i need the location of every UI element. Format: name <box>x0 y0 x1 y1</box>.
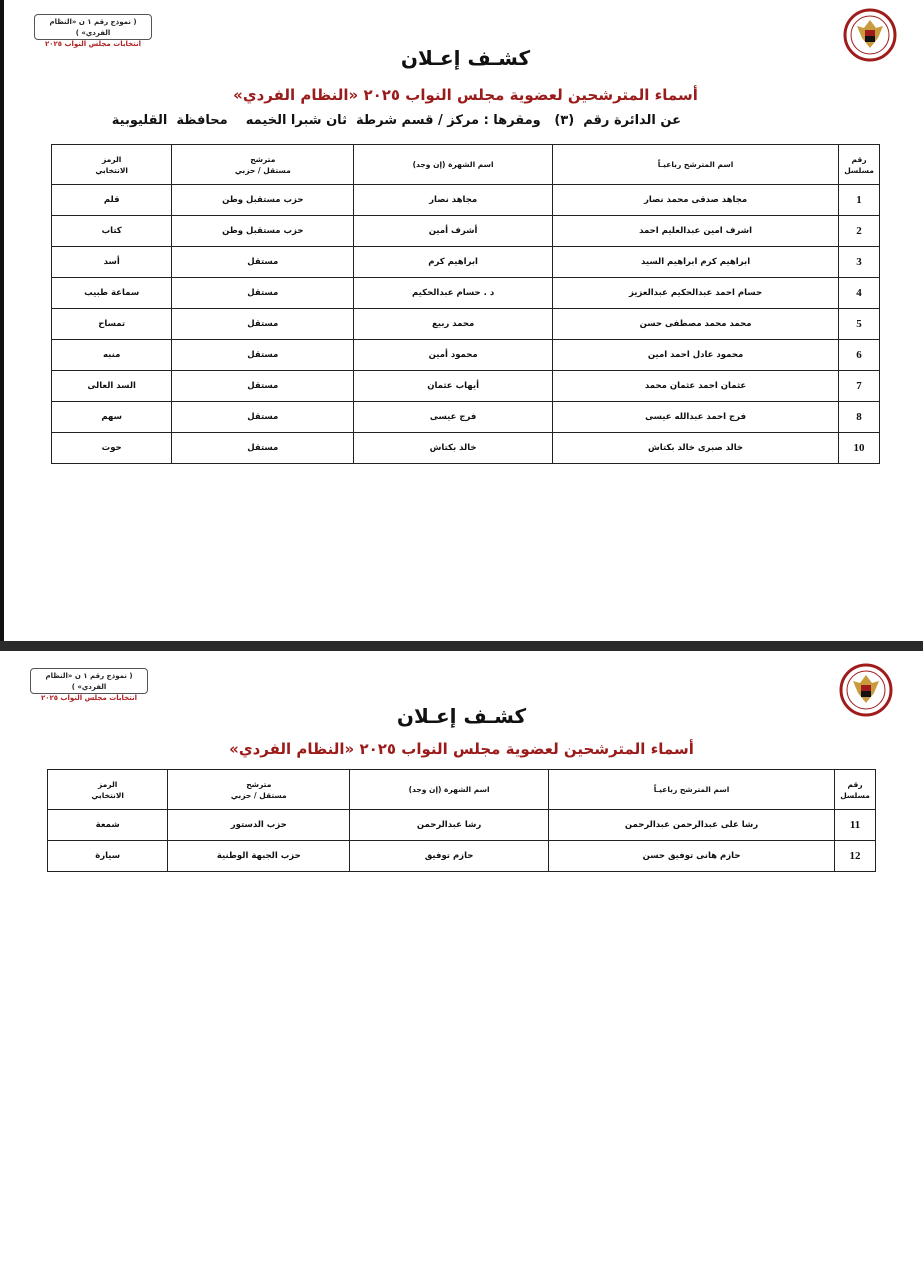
table-row: 2 اشرف امين عبدالعليم احمد أشرف أمين حزب مس… <box>50 215 880 247</box>
cell-serial: 12 <box>834 840 876 872</box>
cell-type: حزب مستقبل وطن <box>171 184 355 216</box>
table-row: 5 محمد محمد مصطفى حسن محمد ربيع مستقل تمساح <box>50 308 880 340</box>
header-symbol: الرمز الانتخابي <box>46 769 169 810</box>
cell-symbol: سيارة <box>46 840 169 872</box>
cell-type: حزب الجبهة الوطنية <box>167 840 351 872</box>
header-type: مترشح مستقل / حزبي <box>171 144 355 185</box>
table-row: 3 ابراهيم كرم ابراهيم السيد ابراهيم كرم مست… <box>50 246 880 278</box>
cell-symbol: منبه <box>50 339 173 371</box>
header-fame-name: اسم الشهرة (إن وجد) <box>349 769 549 810</box>
cell-type: مستقل <box>171 339 355 371</box>
table-row: 4 حسام احمد عبدالحكيم عبدالعزيز د . حسام ع… <box>50 277 880 309</box>
cell-full-name: محمود عادل احمد امين <box>551 339 840 371</box>
page-subtitle: أسماء المترشحين لعضوية مجلس النواب ٢٠٢٥ … <box>229 740 694 758</box>
cell-full-name: عثمان احمد عثمان محمد <box>551 370 840 402</box>
cell-full-name: رشا على عبدالرحمن عبدالرحمن <box>547 809 836 841</box>
cell-fame-name: أشرف أمين <box>353 215 553 247</box>
header-type: مترشح مستقل / حزبي <box>167 769 351 810</box>
cell-serial: 5 <box>838 308 880 340</box>
form-number-box: ( نموذج رقم ١ ن «النظام الفردي» ) انتخاب… <box>34 14 152 48</box>
table-row: 7 عثمان احمد عثمان محمد أيهاب عثمان مستقل ال… <box>50 370 880 402</box>
cell-symbol: حوت <box>50 432 173 464</box>
cell-type: مستقل <box>171 277 355 309</box>
page-1: ( نموذج رقم ١ ن «النظام الفردي» ) انتخاب… <box>0 0 923 641</box>
cell-fame-name: ابراهيم كرم <box>353 246 553 278</box>
cell-fame-name: محمد ربيع <box>353 308 553 340</box>
election-name: انتخابات مجلس النواب ٢٠٢٥ <box>40 694 138 702</box>
table-row: 10 خالد صبرى خالد بكتاش خالد بكتاش مستقل حوت <box>50 432 880 464</box>
cell-serial: 2 <box>838 215 880 247</box>
cell-serial: 7 <box>838 370 880 402</box>
header-serial: رقم مسلسل <box>834 769 876 810</box>
cell-full-name: ابراهيم كرم ابراهيم السيد <box>551 246 840 278</box>
header-full-name: اسم المترشح رباعيـاً <box>551 144 840 185</box>
form-number-box: ( نموذج رقم ١ ن «النظام الفردي» ) انتخاب… <box>30 668 148 702</box>
candidates-table: رقم مسلسل اسم المترشح رباعيـاً اسم الشهر… <box>46 769 876 872</box>
cell-fame-name: محمود أمين <box>353 339 553 371</box>
page-title: كشـف إعـلان <box>396 704 527 728</box>
cell-symbol: شمعة <box>46 809 169 841</box>
cell-serial: 1 <box>838 184 880 216</box>
cell-fame-name: فرج عيسى <box>353 401 553 433</box>
cell-symbol: قلم <box>50 184 173 216</box>
cell-type: مستقل <box>171 370 355 402</box>
cell-serial: 3 <box>838 246 880 278</box>
cell-serial: 4 <box>838 277 880 309</box>
cell-full-name: مجاهد صدقى محمد نصار <box>551 184 840 216</box>
page-subtitle: أسماء المترشحين لعضوية مجلس النواب ٢٠٢٥ … <box>233 86 698 104</box>
header-fame-name: اسم الشهرة (إن وجد) <box>353 144 553 185</box>
cell-type: مستقل <box>171 432 355 464</box>
table-row: 11 رشا على عبدالرحمن عبدالرحمن رشا عبدالرح… <box>46 809 876 841</box>
cell-fame-name: مجاهد نصار <box>353 184 553 216</box>
page-2: ( نموذج رقم ١ ن «النظام الفردي» ) انتخاب… <box>0 651 923 1280</box>
cell-symbol: أسد <box>50 246 173 278</box>
cell-serial: 8 <box>838 401 880 433</box>
cell-full-name: خالد صبرى خالد بكتاش <box>551 432 840 464</box>
candidates-table: رقم مسلسل اسم المترشح رباعيـاً اسم الشهر… <box>50 144 880 464</box>
table-row: 12 حازم هانى توفيق حسن حازم توفيق حزب الجبه… <box>46 840 876 872</box>
cell-type: مستقل <box>171 246 355 278</box>
cell-fame-name: رشا عبدالرحمن <box>349 809 549 841</box>
cell-serial: 11 <box>834 809 876 841</box>
cell-type: حزب الدستور <box>167 809 351 841</box>
cell-symbol: كتاب <box>50 215 173 247</box>
header-serial: رقم مسلسل <box>838 144 880 185</box>
cell-full-name: محمد محمد مصطفى حسن <box>551 308 840 340</box>
cell-full-name: فرج احمد عبدالله عيسى <box>551 401 840 433</box>
table-row: 8 فرج احمد عبدالله عيسى فرج عيسى مستقل سهم <box>50 401 880 433</box>
cell-symbol: السد العالى <box>50 370 173 402</box>
seal-logo-icon <box>843 8 897 62</box>
cell-type: مستقل <box>171 308 355 340</box>
cell-full-name: حسام احمد عبدالحكيم عبدالعزيز <box>551 277 840 309</box>
district-info: عن الدائرة رقم (٣) ومقرها : مركز / قسم ش… <box>111 113 681 128</box>
cell-fame-name: خالد بكتاش <box>353 432 553 464</box>
form-number: ( نموذج رقم ١ ن «النظام الفردي» ) <box>49 18 137 37</box>
table-header: رقم مسلسل اسم المترشح رباعيـاً اسم الشهر… <box>46 769 876 810</box>
table-header: رقم مسلسل اسم المترشح رباعيـاً اسم الشهر… <box>50 144 880 185</box>
table-row: 6 محمود عادل احمد امين محمود أمين مستقل منبه <box>50 339 880 371</box>
cell-serial: 10 <box>838 432 880 464</box>
header-full-name: اسم المترشح رباعيـاً <box>547 769 836 810</box>
seal-logo-icon <box>839 663 893 717</box>
election-name: انتخابات مجلس النواب ٢٠٢٥ <box>44 40 142 48</box>
cell-full-name: اشرف امين عبدالعليم احمد <box>551 215 840 247</box>
cell-symbol: تمساح <box>50 308 173 340</box>
cell-full-name: حازم هانى توفيق حسن <box>547 840 836 872</box>
header-symbol: الرمز الانتخابي <box>50 144 173 185</box>
table-row: 1 مجاهد صدقى محمد نصار مجاهد نصار حزب مستقب… <box>50 184 880 216</box>
cell-symbol: سماعة طبيب <box>50 277 173 309</box>
page-title: كشـف إعـلان <box>400 46 531 70</box>
cell-type: مستقل <box>171 401 355 433</box>
cell-symbol: سهم <box>50 401 173 433</box>
cell-fame-name: د . حسام عبدالحكيم <box>353 277 553 309</box>
cell-fame-name: حازم توفيق <box>349 840 549 872</box>
form-number: ( نموذج رقم ١ ن «النظام الفردي» ) <box>45 672 133 691</box>
cell-fame-name: أيهاب عثمان <box>353 370 553 402</box>
cell-type: حزب مستقبل وطن <box>171 215 355 247</box>
cell-serial: 6 <box>838 339 880 371</box>
